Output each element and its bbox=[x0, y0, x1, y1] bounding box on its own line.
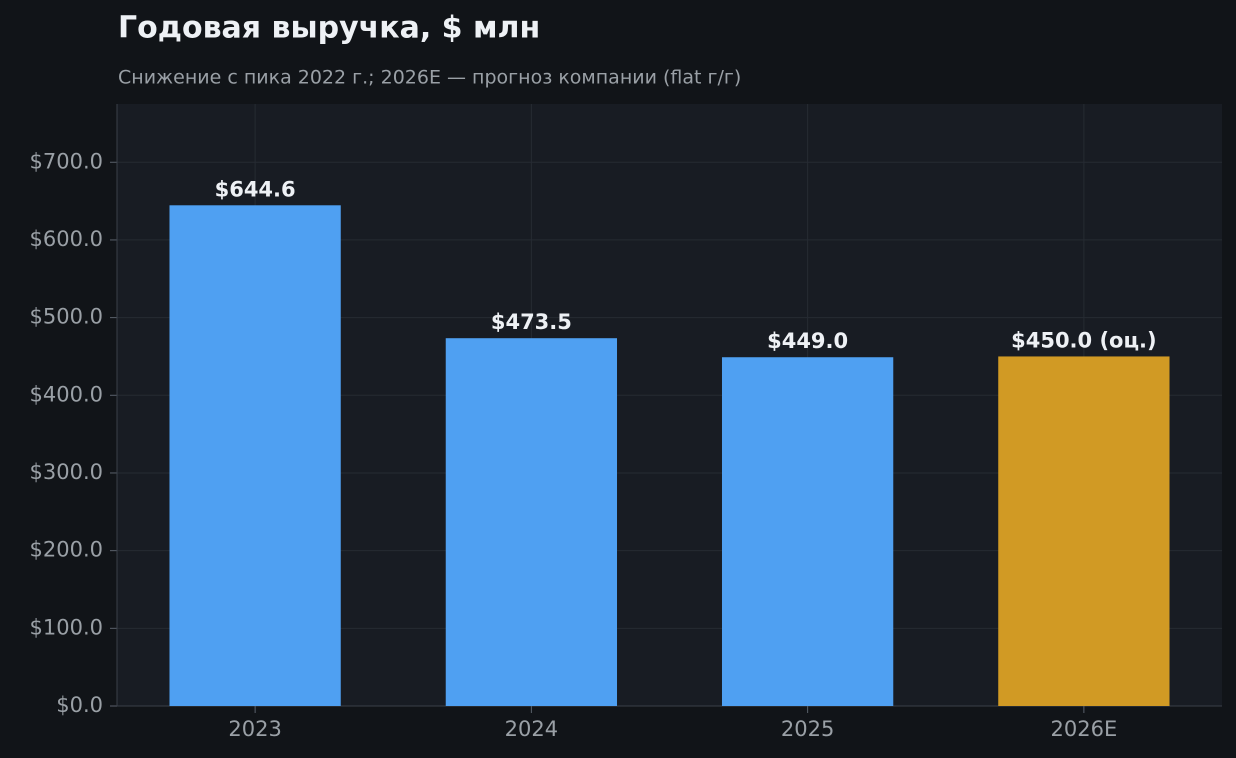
y-tick-label: $200.0 bbox=[30, 538, 103, 562]
y-tick-label: $500.0 bbox=[30, 305, 103, 329]
bar bbox=[721, 357, 894, 706]
x-tick-label: 2023 bbox=[228, 717, 281, 741]
value-label: $450.0 (оц.) bbox=[1011, 328, 1157, 352]
chart-title: Годовая выручка, $ млн bbox=[118, 11, 540, 46]
bar bbox=[169, 205, 341, 706]
x-tick-label: 2025 bbox=[781, 717, 834, 741]
y-tick-label: $300.0 bbox=[30, 460, 103, 484]
value-label: $473.5 bbox=[491, 310, 572, 334]
x-tick-label: 2026E bbox=[1051, 717, 1118, 741]
chart-subtitle: Снижение с пика 2022 г.; 2026E — прогноз… bbox=[118, 67, 741, 89]
x-tick-label: 2024 bbox=[505, 717, 558, 741]
bar bbox=[998, 356, 1170, 706]
bar bbox=[445, 338, 618, 706]
value-label: $449.0 bbox=[767, 329, 848, 353]
value-label: $644.6 bbox=[215, 177, 296, 201]
y-tick-label: $400.0 bbox=[30, 382, 103, 406]
y-tick-label: $100.0 bbox=[30, 615, 103, 639]
y-tick-label: $600.0 bbox=[30, 227, 103, 251]
y-tick-label: $0.0 bbox=[56, 693, 103, 717]
y-tick-label: $700.0 bbox=[30, 149, 103, 173]
